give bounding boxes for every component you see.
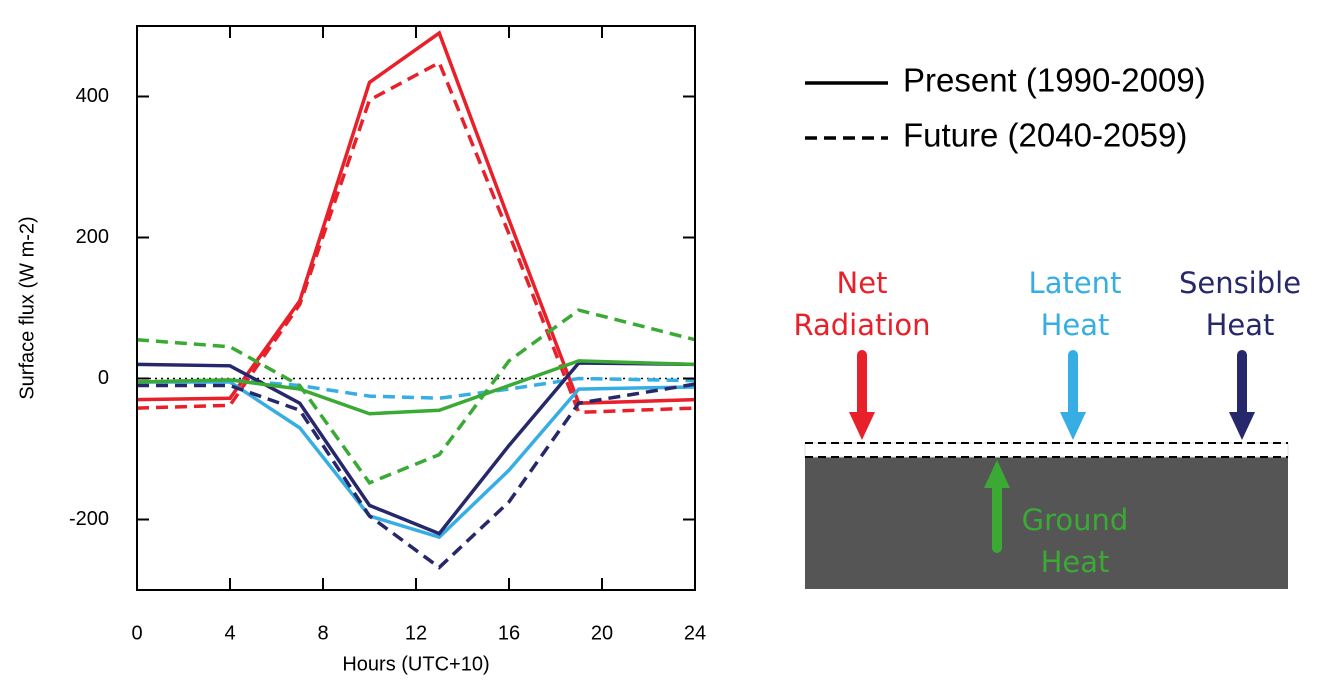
y-tick-label: 0 [98, 367, 109, 389]
component-label: Ground Heat [1021, 503, 1129, 579]
x-tick-label: 8 [317, 622, 328, 644]
x-tick-label: 20 [591, 622, 613, 644]
plot-frame [136, 25, 696, 591]
series-line [136, 308, 696, 485]
y-tick-label: -200 [69, 508, 109, 530]
y-tick-label: 200 [76, 226, 109, 248]
x-tick-label: 16 [498, 622, 520, 644]
component-label: Latent Heat [1028, 266, 1122, 342]
x-tick-label: 24 [684, 622, 706, 644]
x-tick-label: 4 [224, 622, 235, 644]
ground-box [805, 456, 1288, 589]
y-axis-label: Surface flux (W m-2) [16, 216, 38, 399]
series-line [136, 60, 696, 415]
x-tick-label: 0 [131, 622, 142, 644]
legend-label: Present (1990-2009) [903, 62, 1206, 99]
flux-arrow-head [1060, 412, 1086, 440]
legend-label: Future (2040-2059) [903, 117, 1187, 154]
flux-arrow-head [1229, 412, 1255, 440]
y-tick-label: 400 [76, 85, 109, 107]
series-line [136, 359, 696, 416]
flux-arrow-head [984, 460, 1010, 488]
surface-layer [804, 442, 1289, 458]
series-line [137, 382, 696, 570]
component-label: Net Radiation [793, 266, 931, 342]
flux-arrow-head [849, 412, 875, 440]
x-axis-label: Hours (UTC+10) [342, 653, 489, 675]
component-label: Sensible Heat [1178, 266, 1302, 342]
x-tick-label: 12 [405, 622, 427, 644]
series-line [136, 361, 696, 536]
